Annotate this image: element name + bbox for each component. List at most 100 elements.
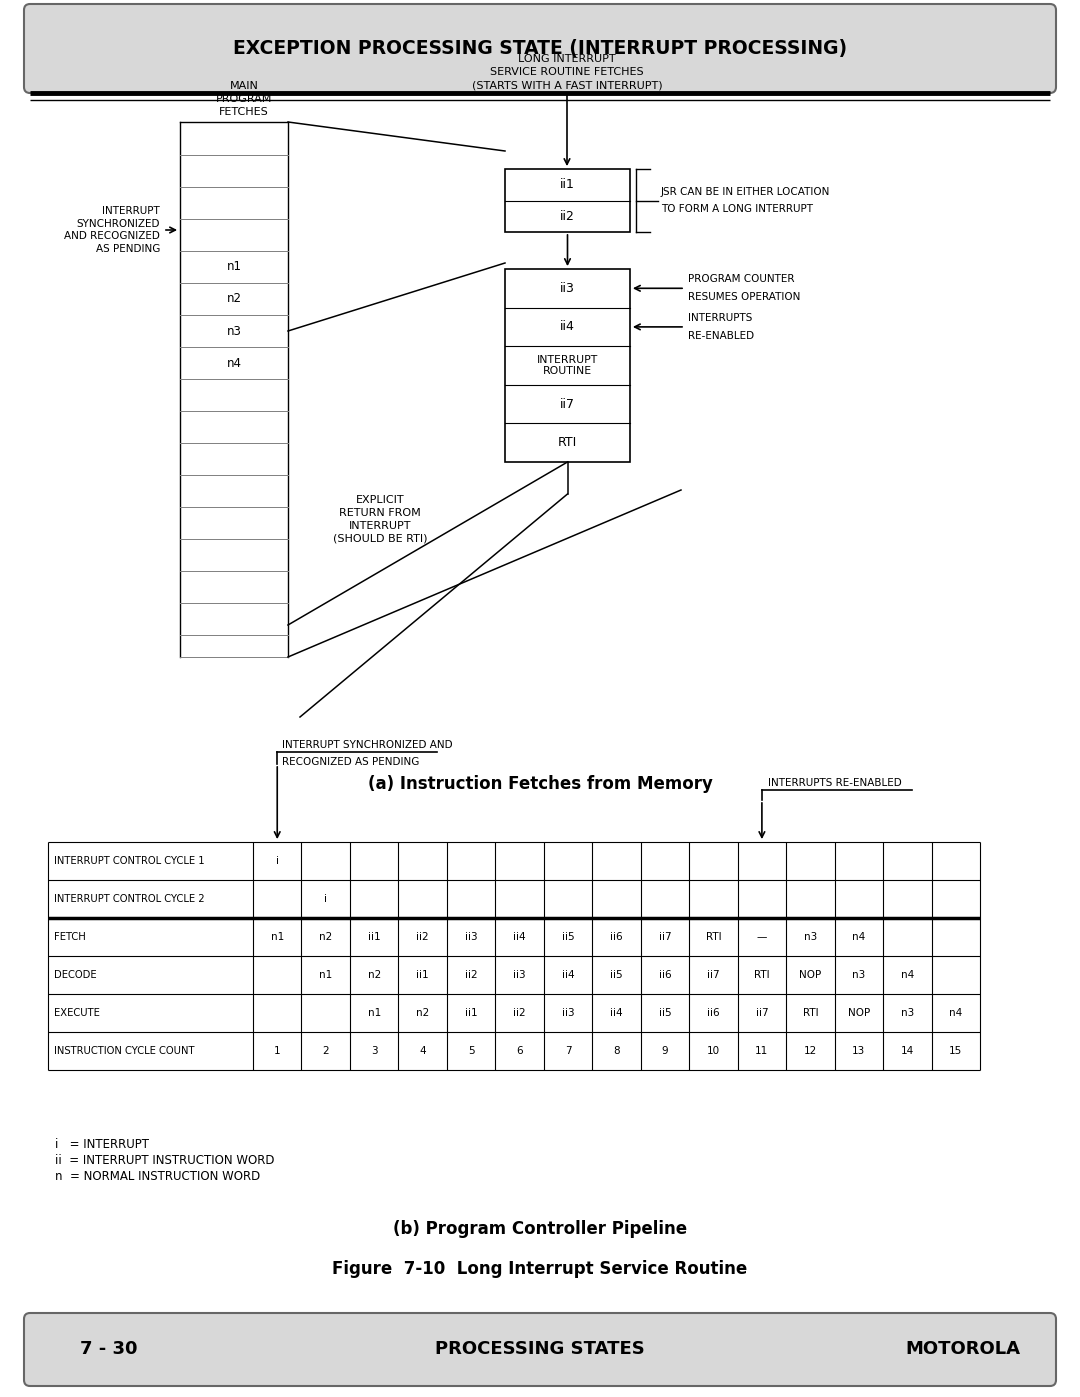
Text: LONG INTERRUPT
SERVICE ROUTINE FETCHES
(STARTS WITH A FAST INTERRUPT): LONG INTERRUPT SERVICE ROUTINE FETCHES (… [472,54,662,89]
Text: 4: 4 [419,1046,426,1056]
Text: JSR CAN BE IN EITHER LOCATION: JSR CAN BE IN EITHER LOCATION [661,187,831,197]
Text: INTERRUPT CONTROL CYCLE 1: INTERRUPT CONTROL CYCLE 1 [54,856,204,866]
Text: n3: n3 [852,970,865,981]
Text: n3: n3 [804,932,816,942]
Text: MOTOROLA: MOTOROLA [905,1341,1020,1358]
Text: 5: 5 [468,1046,474,1056]
Text: RESUMES OPERATION: RESUMES OPERATION [688,292,800,302]
Text: 14: 14 [901,1046,914,1056]
Text: ii7: ii7 [561,398,575,411]
Text: 12: 12 [804,1046,816,1056]
Text: ii5: ii5 [562,932,575,942]
Text: n  = NORMAL INSTRUCTION WORD: n = NORMAL INSTRUCTION WORD [55,1171,260,1183]
FancyBboxPatch shape [24,1313,1056,1386]
Text: 1: 1 [274,1046,281,1056]
Text: RTI: RTI [705,932,721,942]
Text: n1: n1 [367,1009,381,1018]
Text: 3: 3 [370,1046,378,1056]
Text: INTERRUPT CONTROL CYCLE 2: INTERRUPT CONTROL CYCLE 2 [54,894,204,904]
Text: EXPLICIT
RETURN FROM
INTERRUPT
(SHOULD BE RTI): EXPLICIT RETURN FROM INTERRUPT (SHOULD B… [333,495,428,543]
Text: ii6: ii6 [610,932,623,942]
Text: DECODE: DECODE [54,970,96,981]
Text: n4: n4 [901,970,914,981]
Text: n4: n4 [852,932,865,942]
Text: n1: n1 [227,260,242,274]
Text: ii3: ii3 [562,1009,575,1018]
Text: n1: n1 [319,970,333,981]
Text: RTI: RTI [754,970,770,981]
Text: RTI: RTI [802,1009,819,1018]
Text: ii4: ii4 [561,320,575,334]
Text: ii1: ii1 [416,970,429,981]
Text: ii7: ii7 [707,970,719,981]
Text: INTERRUPT
SYNCHRONIZED
AND RECOGNIZED
AS PENDING: INTERRUPT SYNCHRONIZED AND RECOGNIZED AS… [64,207,160,254]
Text: i: i [324,894,327,904]
Text: ii1: ii1 [368,932,380,942]
Text: 15: 15 [949,1046,962,1056]
Text: n2: n2 [367,970,381,981]
Text: 6: 6 [516,1046,523,1056]
Text: ii3: ii3 [464,932,477,942]
Text: n2: n2 [227,292,242,306]
Text: 10: 10 [707,1046,720,1056]
Text: EXECUTE: EXECUTE [54,1009,99,1018]
Text: 7: 7 [565,1046,571,1056]
Text: i: i [275,856,279,866]
Bar [505,169,630,232]
Text: ii6: ii6 [659,970,672,981]
Text: NOP: NOP [848,1009,870,1018]
Text: TO FORM A LONG INTERRUPT: TO FORM A LONG INTERRUPT [661,204,813,214]
Text: ii3: ii3 [561,282,575,295]
Text: n4: n4 [227,356,242,369]
Text: 13: 13 [852,1046,865,1056]
Text: n3: n3 [901,1009,914,1018]
Text: n2: n2 [319,932,333,942]
Text: n2: n2 [416,1009,429,1018]
Text: ii4: ii4 [610,1009,623,1018]
Text: ii2: ii2 [561,210,575,222]
Text: ii7: ii7 [659,932,672,942]
Text: n4: n4 [949,1009,962,1018]
Text: i   = INTERRUPT: i = INTERRUPT [55,1139,149,1151]
Text: ii1: ii1 [464,1009,477,1018]
Text: ii2: ii2 [464,970,477,981]
Text: 7 - 30: 7 - 30 [80,1341,137,1358]
Text: ii2: ii2 [513,1009,526,1018]
Text: RECOGNIZED AS PENDING: RECOGNIZED AS PENDING [282,757,420,767]
Text: PROCESSING STATES: PROCESSING STATES [435,1341,645,1358]
Text: FETCH: FETCH [54,932,85,942]
Text: ii  = INTERRUPT INSTRUCTION WORD: ii = INTERRUPT INSTRUCTION WORD [55,1154,274,1168]
Text: Figure  7-10  Long Interrupt Service Routine: Figure 7-10 Long Interrupt Service Routi… [333,1260,747,1278]
Text: EXCEPTION PROCESSING STATE (INTERRUPT PROCESSING): EXCEPTION PROCESSING STATE (INTERRUPT PR… [233,39,847,59]
Text: n3: n3 [227,324,242,338]
Text: 9: 9 [662,1046,669,1056]
Text: 11: 11 [755,1046,769,1056]
Text: INTERRUPTS: INTERRUPTS [688,313,753,323]
Text: (a) Instruction Fetches from Memory: (a) Instruction Fetches from Memory [367,775,713,793]
Text: 2: 2 [323,1046,329,1056]
Text: INTERRUPT
ROUTINE: INTERRUPT ROUTINE [537,355,598,376]
Text: 8: 8 [613,1046,620,1056]
Text: ii4: ii4 [513,932,526,942]
Text: ii5: ii5 [659,1009,672,1018]
Text: ii3: ii3 [513,970,526,981]
Text: INSTRUCTION CYCLE COUNT: INSTRUCTION CYCLE COUNT [54,1046,194,1056]
Text: PROGRAM COUNTER: PROGRAM COUNTER [688,274,795,285]
Text: NOP: NOP [799,970,822,981]
Text: MAIN
PROGRAM
FETCHES: MAIN PROGRAM FETCHES [216,81,272,117]
FancyBboxPatch shape [24,4,1056,94]
Text: ii5: ii5 [610,970,623,981]
Text: (b) Program Controller Pipeline: (b) Program Controller Pipeline [393,1220,687,1238]
Text: RE-ENABLED: RE-ENABLED [688,331,754,341]
Text: ii2: ii2 [416,932,429,942]
Text: n1: n1 [271,932,284,942]
Text: INTERRUPT SYNCHRONIZED AND: INTERRUPT SYNCHRONIZED AND [282,740,453,750]
Text: ii6: ii6 [707,1009,719,1018]
Bar [505,270,630,462]
Text: ii7: ii7 [756,1009,768,1018]
Text: ii4: ii4 [562,970,575,981]
Text: —: — [757,932,767,942]
Text: RTI: RTI [558,436,577,450]
Text: ii1: ii1 [561,179,575,191]
Text: INTERRUPTS RE-ENABLED: INTERRUPTS RE-ENABLED [768,778,902,788]
